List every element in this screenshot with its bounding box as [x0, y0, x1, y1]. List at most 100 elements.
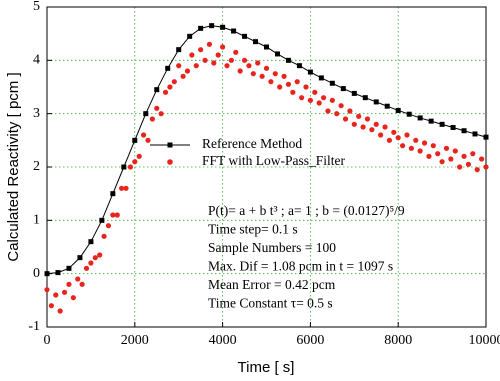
- marker: [461, 128, 467, 134]
- marker: [189, 52, 195, 58]
- marker: [57, 308, 63, 314]
- marker: [274, 51, 280, 57]
- marker: [184, 68, 191, 74]
- annotation: P(t)= a + b t³ ; a= 1 ; b = (0.0127)⁵/9: [208, 203, 405, 218]
- marker: [307, 97, 313, 103]
- marker: [176, 47, 182, 53]
- marker: [55, 270, 61, 276]
- marker: [443, 145, 450, 151]
- marker: [413, 137, 419, 143]
- marker: [384, 103, 390, 109]
- x-tick-label: 4000: [209, 333, 237, 348]
- marker: [88, 239, 94, 245]
- marker: [465, 161, 472, 167]
- marker: [408, 145, 414, 151]
- marker: [296, 63, 302, 69]
- marker: [180, 73, 186, 79]
- marker: [395, 107, 401, 113]
- marker: [259, 73, 265, 79]
- marker: [351, 121, 357, 127]
- marker: [452, 148, 458, 154]
- marker: [145, 137, 151, 143]
- marker: [79, 281, 85, 287]
- annotation: Time step= 0.1 s: [208, 222, 298, 237]
- marker: [119, 185, 125, 191]
- marker: [316, 100, 322, 106]
- marker: [307, 69, 313, 75]
- marker: [224, 63, 230, 69]
- marker: [483, 164, 489, 170]
- y-tick-label: -1: [28, 319, 40, 334]
- marker: [53, 292, 59, 298]
- marker: [215, 52, 221, 58]
- marker: [140, 132, 147, 138]
- marker: [110, 212, 116, 218]
- marker: [364, 116, 371, 122]
- x-tick-label: 2000: [121, 333, 149, 348]
- marker: [264, 44, 269, 50]
- marker: [121, 164, 127, 170]
- marker: [158, 111, 164, 117]
- x-tick-label: 10000: [469, 333, 500, 348]
- marker: [114, 212, 120, 218]
- legend-marker: [167, 159, 173, 165]
- x-axis-label: Time [ s]: [238, 359, 295, 376]
- annotation: Sample Numbers = 100: [208, 240, 336, 255]
- marker: [450, 125, 456, 131]
- legend-label: Reference Method: [202, 136, 302, 151]
- marker: [285, 57, 291, 63]
- marker: [193, 63, 199, 69]
- marker: [294, 79, 300, 85]
- marker: [369, 127, 375, 133]
- marker: [61, 289, 68, 295]
- marker: [404, 132, 410, 138]
- marker: [136, 153, 142, 159]
- marker: [483, 134, 489, 140]
- marker: [356, 113, 362, 119]
- marker: [382, 124, 388, 130]
- marker: [110, 191, 116, 197]
- marker: [154, 87, 160, 93]
- marker: [149, 116, 155, 122]
- marker: [202, 57, 208, 63]
- marker: [347, 108, 353, 114]
- marker: [97, 252, 103, 258]
- marker: [303, 84, 309, 90]
- marker: [263, 65, 270, 71]
- marker: [362, 95, 368, 101]
- annotation: Max. Dif = 1.08 pcm in t = 1097 s: [208, 259, 393, 274]
- marker: [426, 153, 432, 159]
- marker: [209, 23, 215, 29]
- marker: [220, 24, 226, 30]
- marker: [430, 143, 436, 149]
- marker: [340, 86, 346, 92]
- marker: [325, 108, 331, 114]
- marker: [421, 140, 428, 146]
- legend-label: FFT with Low-Pass_Filter: [202, 153, 346, 168]
- annotation: Mean Error = 0.42 pcm: [208, 277, 336, 292]
- marker: [334, 111, 340, 117]
- legend-marker: [167, 142, 173, 148]
- marker: [351, 90, 357, 96]
- marker: [66, 265, 72, 271]
- marker: [272, 71, 278, 77]
- marker: [268, 79, 274, 85]
- marker: [474, 167, 480, 173]
- marker: [48, 303, 54, 309]
- marker: [479, 156, 485, 162]
- marker: [457, 164, 463, 170]
- marker: [255, 60, 261, 66]
- marker: [435, 151, 441, 157]
- y-tick-label: 4: [33, 53, 40, 68]
- marker: [470, 151, 476, 157]
- marker: [277, 84, 283, 90]
- marker: [399, 143, 406, 149]
- marker: [171, 79, 177, 85]
- marker: [206, 41, 213, 47]
- marker: [378, 132, 384, 138]
- marker: [101, 233, 107, 239]
- marker: [132, 137, 138, 143]
- marker: [143, 111, 149, 117]
- x-tick-label: 8000: [384, 333, 412, 348]
